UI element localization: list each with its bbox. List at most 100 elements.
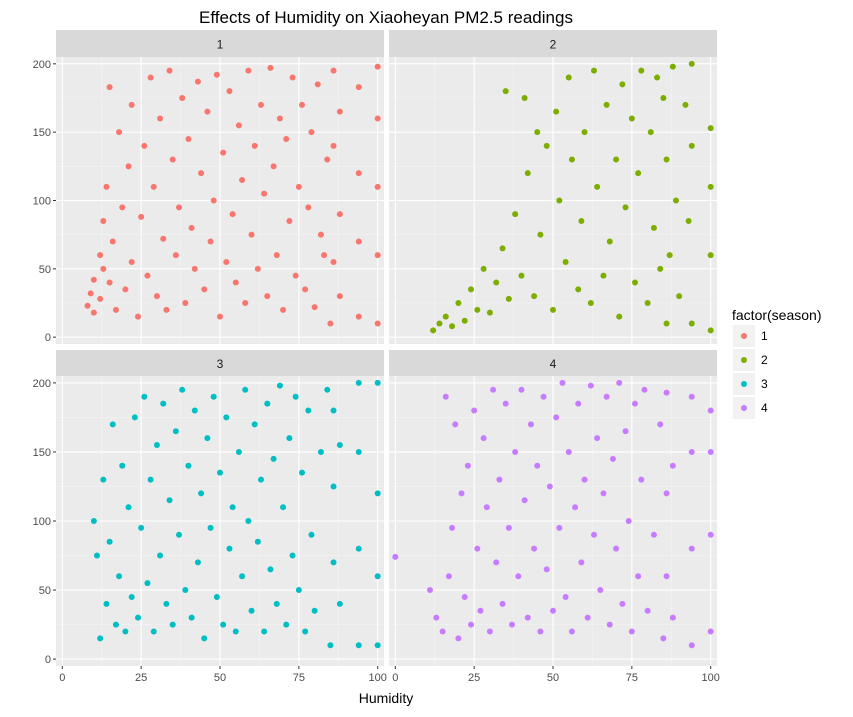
data-point — [308, 129, 315, 136]
data-point — [663, 156, 670, 163]
data-point — [688, 320, 695, 327]
data-point — [374, 642, 381, 649]
data-point — [669, 462, 676, 469]
data-point — [474, 306, 481, 313]
facet-panel-4: 4 0 25 50 75 100 — [389, 350, 720, 684]
data-point — [565, 448, 572, 455]
data-point — [355, 448, 362, 455]
data-point — [141, 393, 148, 400]
data-point — [254, 538, 261, 545]
data-point — [327, 320, 334, 327]
data-point — [635, 170, 642, 177]
data-point — [188, 224, 195, 231]
data-point — [673, 197, 679, 204]
data-point — [374, 252, 381, 259]
data-point — [575, 286, 582, 293]
data-point — [502, 400, 509, 407]
data-point — [317, 231, 324, 238]
data-point — [524, 170, 531, 177]
data-point — [292, 393, 299, 400]
data-point — [622, 428, 629, 435]
data-point — [638, 476, 645, 483]
data-point — [97, 252, 104, 259]
data-point — [442, 393, 449, 400]
data-point — [191, 265, 198, 272]
data-point — [603, 101, 610, 108]
data-point — [169, 156, 176, 163]
data-point — [226, 545, 233, 552]
data-point — [194, 78, 201, 85]
data-point — [505, 524, 512, 531]
x-tick-label: 0 — [392, 672, 398, 684]
y-tick-label: 100 — [33, 196, 51, 208]
data-point — [534, 462, 541, 469]
data-point — [688, 393, 695, 400]
data-point — [295, 183, 302, 190]
data-point — [537, 628, 544, 635]
data-point — [644, 607, 651, 614]
data-point — [461, 593, 468, 600]
data-point — [550, 607, 556, 614]
data-point — [657, 421, 664, 428]
data-point — [90, 276, 97, 283]
data-point — [616, 379, 623, 386]
data-point — [521, 95, 528, 101]
data-point — [663, 573, 670, 580]
y-tick-label: 150 — [33, 127, 51, 139]
data-point — [176, 204, 182, 211]
data-point — [201, 635, 208, 642]
data-point — [518, 386, 525, 393]
data-point — [336, 108, 343, 115]
data-point — [644, 300, 651, 306]
data-point — [119, 204, 126, 211]
data-point — [559, 379, 566, 386]
data-point — [128, 101, 135, 108]
data-point — [591, 531, 597, 538]
data-point — [302, 286, 309, 293]
data-point — [676, 293, 683, 300]
data-point — [442, 313, 449, 320]
data-point — [374, 490, 381, 497]
data-point — [258, 476, 264, 483]
data-point — [179, 95, 186, 101]
data-point — [270, 163, 277, 170]
data-point — [204, 108, 211, 115]
data-point — [707, 448, 714, 455]
data-point — [455, 635, 462, 642]
data-point — [226, 88, 233, 95]
data-point — [112, 306, 119, 313]
data-point — [235, 448, 242, 455]
data-point — [688, 60, 695, 67]
data-point — [477, 607, 484, 614]
data-point — [565, 74, 572, 81]
data-point — [512, 448, 519, 455]
data-point — [97, 635, 104, 642]
data-point — [625, 518, 632, 524]
data-point — [198, 490, 205, 497]
data-point — [572, 504, 579, 511]
data-point — [125, 163, 132, 170]
data-point — [531, 293, 538, 300]
data-point — [581, 476, 588, 483]
data-point — [666, 252, 673, 259]
data-point — [688, 545, 695, 552]
x-tick-label: 0 — [59, 672, 65, 684]
facet-strip — [56, 30, 384, 57]
data-point — [591, 67, 597, 74]
data-point — [122, 628, 129, 635]
data-point — [543, 566, 550, 573]
data-point — [568, 628, 575, 635]
data-point — [622, 204, 629, 211]
data-point — [286, 435, 293, 442]
data-point — [628, 628, 635, 635]
data-point — [106, 279, 113, 286]
data-point — [261, 190, 268, 197]
data-point — [204, 435, 211, 442]
data-point — [245, 518, 252, 524]
data-point — [116, 573, 123, 580]
data-point — [138, 213, 145, 220]
data-point — [483, 504, 490, 511]
data-point — [242, 300, 249, 306]
data-point — [562, 593, 569, 600]
data-point — [248, 607, 255, 614]
